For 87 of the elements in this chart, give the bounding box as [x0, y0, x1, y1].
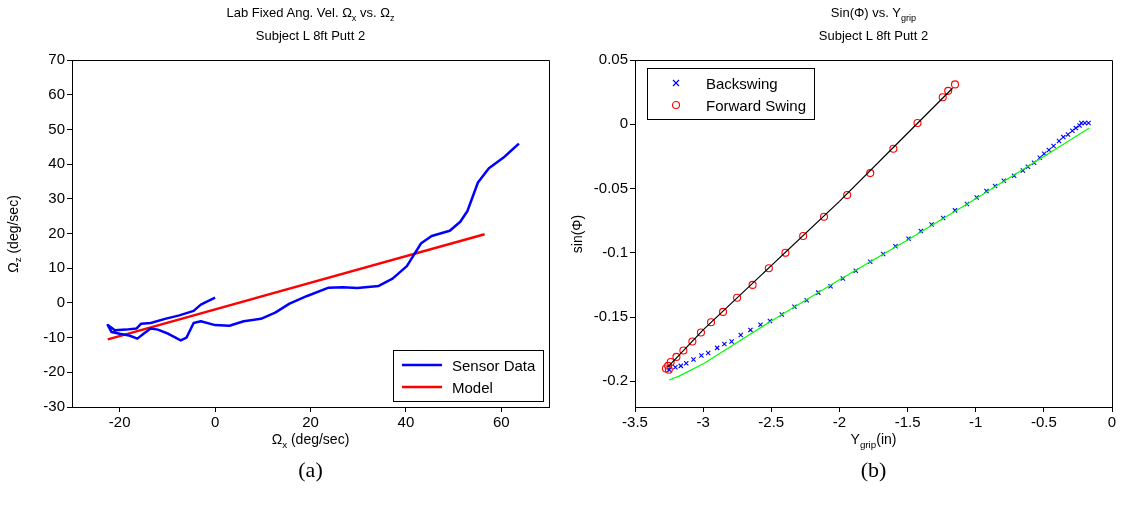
point — [781, 248, 790, 257]
point — [889, 144, 898, 153]
point — [666, 357, 675, 367]
legend-label: Forward Swing — [706, 96, 807, 114]
x-tick-label: 0 — [1107, 413, 1117, 431]
point — [738, 332, 744, 338]
x-tick-label: -0.5 — [1030, 413, 1057, 431]
y-axis-title: sin(Φ) — [569, 214, 585, 253]
x-tick-label: -3 — [696, 413, 710, 431]
point — [938, 93, 947, 102]
text: (b) — [860, 457, 887, 483]
chart-title: Lab Fixed Ang. Vel. Ω$_{x}$ vs. Ω$_{z}$ — [226, 5, 395, 23]
x-tick-label: -1 — [969, 413, 983, 431]
y-tick-label: 10 — [48, 258, 65, 276]
point — [678, 363, 684, 369]
x-tick-label: 20 — [302, 413, 319, 431]
chart-subtitle: Subject L 8ft Putt 2 — [818, 27, 929, 43]
x-tick-label: -3.5 — [622, 413, 648, 431]
point — [1073, 125, 1079, 131]
text: (a) — [298, 457, 323, 483]
point — [707, 318, 716, 327]
y-tick-label: 60 — [48, 84, 65, 102]
point — [672, 352, 681, 361]
point — [714, 345, 720, 351]
point — [944, 86, 953, 95]
legend-label: Model — [452, 378, 493, 396]
x-tick-label: 0 — [210, 413, 220, 431]
y-tick-label: -10 — [43, 327, 65, 345]
y-tick-label: -0.05 — [593, 178, 628, 196]
point — [950, 80, 960, 89]
point — [913, 118, 922, 128]
point — [696, 328, 706, 337]
point — [718, 307, 728, 316]
x-tick-label: 60 — [492, 413, 510, 431]
point — [764, 264, 773, 273]
y-tick-label: 50 — [48, 119, 65, 137]
y-tick-label: 40 — [48, 154, 65, 172]
y-tick-label: 0 — [619, 114, 628, 132]
point — [690, 356, 697, 363]
point — [918, 228, 924, 234]
point — [683, 360, 689, 366]
x-tick-label: -20 — [108, 413, 131, 431]
y-tick-label: 0 — [56, 293, 65, 311]
point — [748, 280, 757, 289]
x-tick-label: -2 — [832, 413, 847, 431]
point — [1060, 134, 1067, 140]
y-tick-label: -20 — [43, 362, 65, 380]
x-axis-title: Y$_{grip}$(in) — [850, 431, 897, 450]
x-tick-label: 40 — [397, 413, 415, 431]
point — [1078, 120, 1085, 126]
point — [705, 350, 711, 356]
point — [1069, 128, 1076, 134]
legend-label: Backswing — [706, 74, 778, 92]
y-tick-label: -0.15 — [593, 307, 628, 325]
point — [1076, 122, 1083, 129]
point — [698, 352, 705, 359]
point — [819, 212, 829, 221]
chart-title: Sin(Φ) vs. Y$_{grip}$ — [830, 5, 917, 23]
point — [661, 364, 670, 373]
x-axis-title: Ω$_{x}$ (deg/sec) — [271, 431, 350, 450]
x-tick-label: -1.5 — [894, 413, 921, 431]
x-tick-label: -2.5 — [758, 413, 785, 431]
point — [733, 293, 742, 302]
point — [1085, 120, 1092, 126]
point — [728, 338, 735, 345]
y-tick-label: -0.2 — [602, 371, 628, 389]
point — [1082, 120, 1088, 126]
y-tick-label: 0.05 — [598, 50, 628, 68]
legend-label: Sensor Data — [452, 356, 536, 374]
point — [679, 346, 688, 355]
point — [688, 337, 697, 346]
point — [757, 322, 764, 328]
y-tick-label: 30 — [48, 188, 65, 206]
y-tick-label: 20 — [48, 223, 65, 241]
y-tick-label: 70 — [48, 50, 65, 68]
y-tick-label: -0.1 — [602, 242, 628, 260]
point — [1065, 131, 1071, 138]
point — [866, 169, 875, 178]
point — [664, 361, 673, 370]
point — [672, 364, 679, 370]
y-tick-label: -30 — [43, 397, 65, 415]
point — [721, 341, 728, 347]
point — [843, 190, 852, 199]
point — [747, 327, 754, 333]
point — [799, 232, 808, 241]
point — [1050, 143, 1057, 149]
chart-subtitle: Subject L 8ft Putt 2 — [255, 27, 366, 43]
